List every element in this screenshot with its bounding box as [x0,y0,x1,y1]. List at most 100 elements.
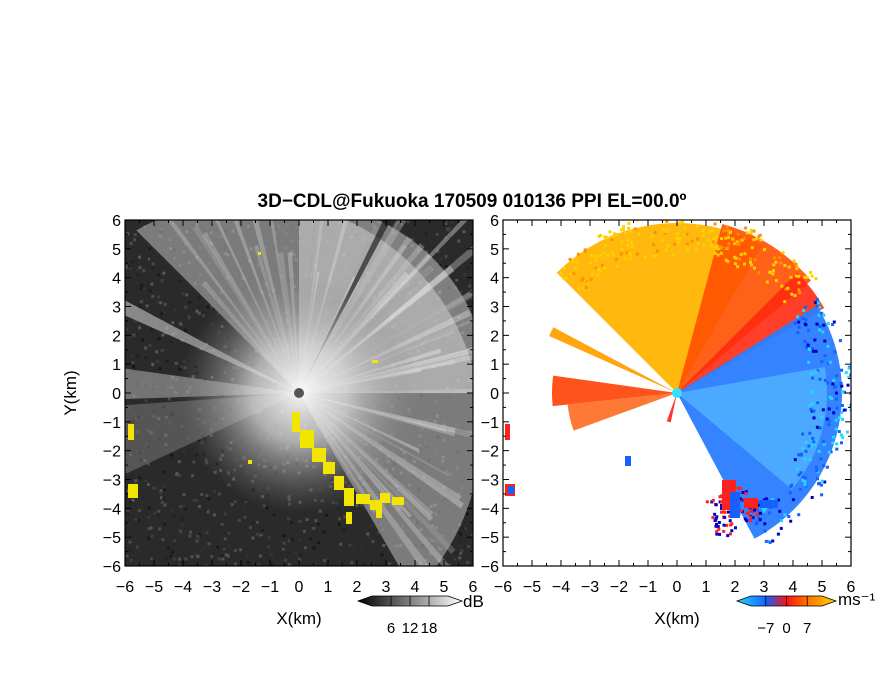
noise-pixel [457,239,461,243]
velocity-pixel [816,301,820,305]
noise-pixel [227,544,231,548]
noise-pixel [464,527,468,531]
velocity-pixel [637,232,641,236]
velocity-pixel [741,491,745,494]
noise-pixel [457,315,461,319]
noise-pixel [346,561,350,565]
velocity-pixel [715,244,719,248]
velocity-pixel [797,320,801,324]
noise-pixel [128,417,132,421]
velocity-pixel [774,260,778,264]
velocity-pixel [801,432,805,436]
noise-pixel [143,406,147,410]
velocity-patch [730,492,740,518]
velocity-pixel [815,425,819,429]
noise-pixel [195,553,198,557]
velocity-pixel [817,481,821,485]
noise-pixel [444,255,448,259]
colorbar-tick-label: −7 [757,620,774,637]
right-radar-site [672,388,682,398]
velocity-pixel [847,366,851,370]
noise-pixel [155,350,159,354]
x-tick-label: −6 [116,579,134,596]
noise-pixel [372,224,376,228]
noise-pixel [137,518,141,522]
noise-pixel [443,235,447,239]
velocity-pixel [715,235,719,239]
velocity-pixel [834,391,838,395]
velocity-sector [551,375,677,407]
velocity-patch [505,424,510,440]
velocity-pixel [810,274,814,278]
velocity-pixel [736,232,740,236]
velocity-pixel [810,409,814,413]
velocity-patch [508,486,514,494]
velocity-pixel [591,273,594,277]
noise-pixel [222,547,226,551]
velocity-pixel [814,465,818,469]
noise-pixel [419,269,422,273]
velocity-pixel [714,524,718,528]
velocity-pixel [621,228,625,232]
velocity-pixel [790,292,794,296]
velocity-pixel [827,361,830,365]
velocity-pixel [803,339,807,343]
velocity-pixel [841,390,844,394]
velocity-pixel [656,249,659,253]
noise-pixel [205,494,209,497]
velocity-pixel [728,519,732,523]
noise-pixel [457,224,461,228]
noise-pixel [145,257,148,261]
y-tick-label: −3 [103,473,121,490]
x-tick-label: 0 [673,579,682,596]
velocity-pixel [768,511,772,515]
velocity-pixel [748,508,752,512]
noise-pixel [234,549,237,553]
velocity-pixel [802,309,806,312]
noise-pixel [152,409,155,413]
noise-pixel [226,520,230,524]
noise-pixel [213,513,216,517]
velocity-pixel [826,344,830,348]
x-tick-label: −5 [523,579,541,596]
noise-pixel [129,558,133,562]
velocity-pixel [840,441,843,445]
noise-pixel [169,554,173,558]
noise-pixel [169,340,173,344]
velocity-pixel [791,498,795,502]
noise-pixel [337,522,341,526]
noise-pixel [224,512,227,516]
colorbar-tick-label: 18 [421,620,438,637]
noise-pixel [466,266,469,270]
noise-pixel [134,319,138,323]
velocity-pixel [610,250,614,254]
left-colorbar-unit: dB [463,592,484,611]
noise-pixel [204,564,208,566]
velocity-pixel [813,338,817,342]
velocity-pixel [815,304,819,308]
noise-pixel [322,530,326,534]
noise-pixel [162,496,166,500]
velocity-pixel [823,339,827,343]
x-tick-label: −4 [174,579,192,596]
noise-pixel [363,506,367,510]
velocity-pixel [815,322,819,326]
x-tick-label: 4 [411,579,420,596]
velocity-pixel [835,447,839,451]
velocity-pixel [758,233,762,237]
velocity-pixel [841,417,844,421]
velocity-pixel [749,263,753,267]
velocity-pixel [676,241,680,244]
noise-pixel [179,505,183,509]
noise-pixel [442,226,445,230]
noise-pixel [184,305,188,309]
velocity-pixel [740,509,743,513]
velocity-pixel [804,346,808,350]
right-velocity-speckle [505,220,851,544]
noise-pixel [183,328,187,332]
noise-pixel [207,497,211,501]
noise-pixel [135,545,139,549]
noise-pixel [439,257,443,261]
velocity-pixel [815,298,819,302]
velocity-pixel [603,244,607,248]
